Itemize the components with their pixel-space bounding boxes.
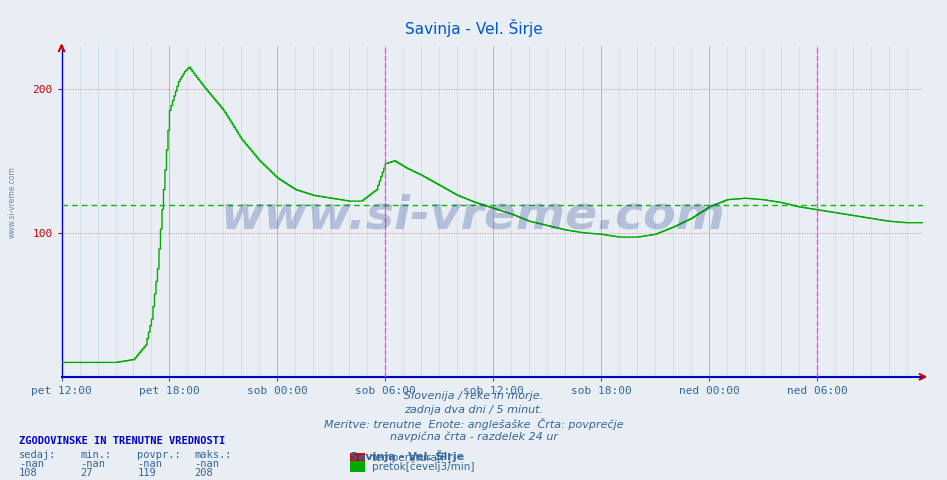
Text: Slovenija / reke in morje.: Slovenija / reke in morje. xyxy=(404,391,543,401)
Text: Savinja - Vel. Širje: Savinja - Vel. Širje xyxy=(404,19,543,37)
Text: povpr.:: povpr.: xyxy=(137,450,181,460)
Text: -nan: -nan xyxy=(19,459,44,469)
Text: sedaj:: sedaj: xyxy=(19,450,57,460)
Text: 119: 119 xyxy=(137,468,156,478)
Text: maks.:: maks.: xyxy=(194,450,232,460)
Text: -nan: -nan xyxy=(80,459,105,469)
Text: Meritve: trenutne  Enote: anglešaške  Črta: povprečje: Meritve: trenutne Enote: anglešaške Črta… xyxy=(324,418,623,430)
Text: Savinja - Vel. Širje: Savinja - Vel. Širje xyxy=(350,450,465,462)
Text: www.si-vreme.com: www.si-vreme.com xyxy=(8,166,17,238)
Text: temperatura[F]: temperatura[F] xyxy=(372,453,452,463)
Text: navpična črta - razdelek 24 ur: navpična črta - razdelek 24 ur xyxy=(389,432,558,442)
Text: 108: 108 xyxy=(19,468,38,478)
Text: zadnja dva dni / 5 minut.: zadnja dva dni / 5 minut. xyxy=(404,405,543,415)
Text: -nan: -nan xyxy=(194,459,219,469)
Text: 208: 208 xyxy=(194,468,213,478)
Text: -nan: -nan xyxy=(137,459,162,469)
Text: ZGODOVINSKE IN TRENUTNE VREDNOSTI: ZGODOVINSKE IN TRENUTNE VREDNOSTI xyxy=(19,436,225,446)
Text: pretok[čevelj3/min]: pretok[čevelj3/min] xyxy=(372,461,474,472)
Text: www.si-vreme.com: www.si-vreme.com xyxy=(221,193,726,239)
Text: 27: 27 xyxy=(80,468,93,478)
Text: min.:: min.: xyxy=(80,450,112,460)
